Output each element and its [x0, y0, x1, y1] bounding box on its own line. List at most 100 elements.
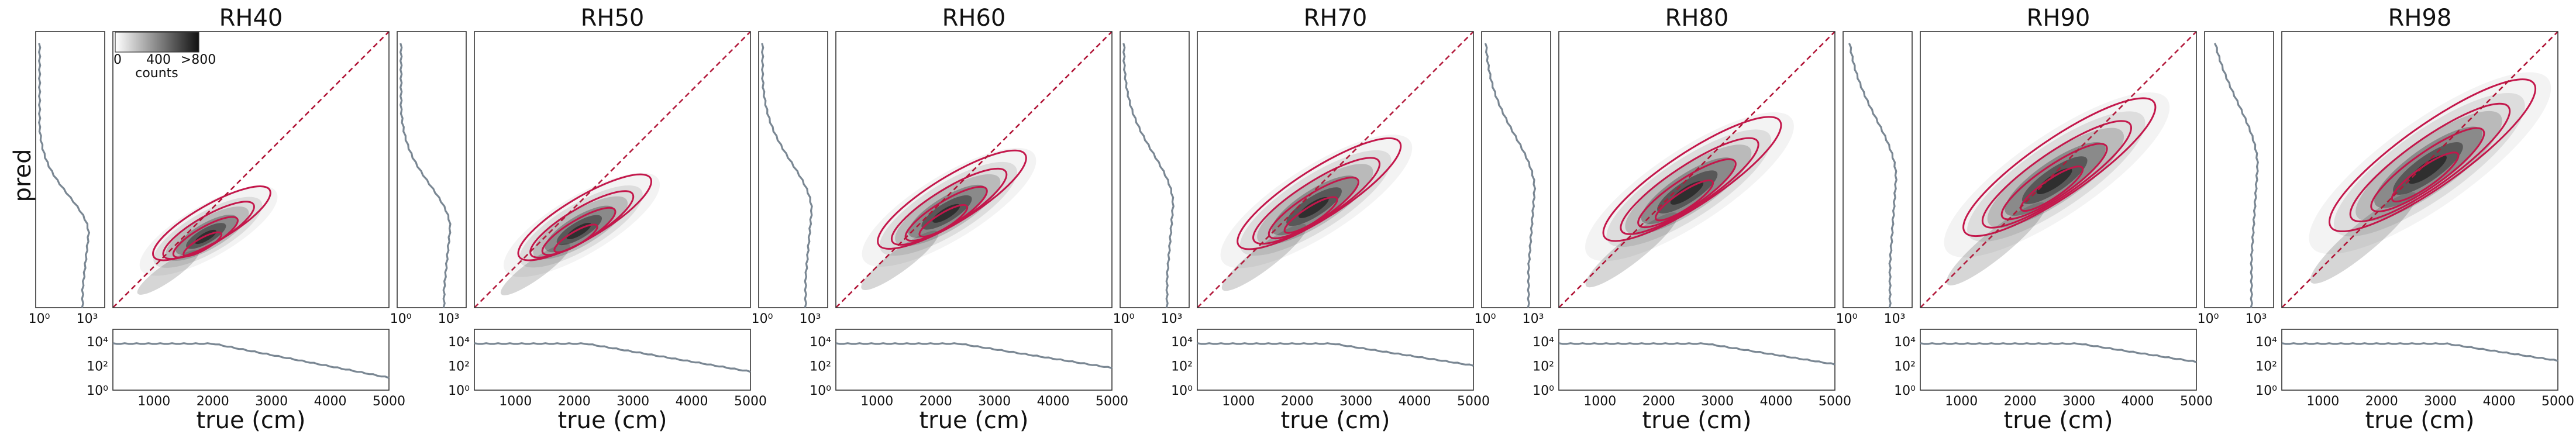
bottom-y-tick: 10⁰ — [1532, 384, 1554, 398]
panel-rh80: RH80 10⁰ 10³ 10⁴ 10² 10⁰ 1000 2000 3000 4000 5000 t… — [1475, 5, 1851, 434]
side-axes-frame — [1843, 31, 1913, 308]
identity-line — [1197, 31, 1474, 308]
side-axes-frame — [35, 31, 105, 308]
density-layer — [2036, 168, 2072, 195]
side-x-tick: 10⁰ — [1113, 312, 1135, 326]
bottom-x-tick: 5000 — [2180, 394, 2213, 409]
bottom-x-tick: 1000 — [137, 394, 170, 409]
panel-title: RH70 — [1304, 5, 1368, 32]
true-histogram: 10⁴ 10² 10⁰ 1000 2000 3000 4000 5000 true (cm) — [87, 329, 405, 434]
density-tail — [137, 250, 199, 295]
density-heatmap — [1944, 92, 2170, 285]
bottom-y-tick: 10⁰ — [1171, 384, 1193, 398]
bottom-axes-frame — [474, 329, 751, 391]
bottom-x-tick: 2000 — [2004, 394, 2037, 409]
true-histogram-line — [2281, 342, 2558, 362]
side-axes-frame — [758, 31, 828, 308]
bottom-y-tick: 10⁰ — [2255, 384, 2277, 398]
colorbar-tick-1: 400 — [146, 53, 171, 67]
pred-histogram-line — [38, 43, 91, 308]
panel-title: RH50 — [581, 5, 645, 32]
bottom-axes-frame — [2281, 329, 2558, 391]
bottom-x-tick: 2000 — [919, 394, 952, 409]
bottom-x-tick: 4000 — [1399, 394, 1431, 409]
contour-line — [1962, 97, 2157, 237]
side-x-tick: 10⁰ — [29, 312, 50, 326]
identity-line — [112, 31, 390, 308]
side-x-tick: 10³ — [1884, 312, 1906, 326]
density-tail — [2310, 192, 2417, 284]
density-heatmap — [1585, 112, 1794, 288]
bottom-x-tick: 3000 — [255, 394, 288, 409]
side-axes-frame — [1120, 31, 1190, 308]
density-tail — [1221, 223, 1307, 291]
density-heatmap — [861, 147, 1036, 290]
contour-line — [182, 231, 223, 257]
bottom-x-tick: 3000 — [2424, 394, 2457, 409]
bottom-x-tick: 2000 — [558, 394, 591, 409]
true-histogram: 10⁴ 10² 10⁰ 1000 2000 3000 4000 5000 true (cm) — [448, 329, 767, 434]
bottom-x-tick: 3000 — [1701, 394, 1734, 409]
density-contours — [1237, 137, 1402, 250]
contour-line — [2349, 102, 2511, 223]
bottom-y-tick: 10⁴ — [1171, 335, 1193, 350]
bottom-x-tick: 3000 — [1339, 394, 1372, 409]
side-x-tick: 10³ — [1523, 312, 1544, 326]
pred-histogram: 10⁰ 10³ — [29, 31, 105, 326]
pred-histogram-line — [1122, 43, 1175, 308]
panel-title: RH80 — [1665, 5, 1729, 32]
bottom-y-tick: 10² — [1171, 359, 1193, 374]
contour-line — [1981, 120, 2133, 229]
pred-axis-label: pred — [9, 149, 36, 202]
density-layer — [1298, 197, 1329, 218]
bottom-x-tick: 5000 — [1819, 394, 1851, 409]
x-axis-label: true (cm) — [197, 407, 306, 434]
true-histogram-line — [1558, 342, 1835, 366]
side-x-tick: 10³ — [77, 312, 98, 326]
x-axis-label: true (cm) — [919, 407, 1029, 434]
bottom-x-tick: 4000 — [1760, 394, 1793, 409]
bottom-x-tick: 1000 — [499, 394, 532, 409]
contour-line — [553, 223, 598, 253]
identity-line — [835, 31, 1113, 308]
bottom-axes-frame — [112, 329, 390, 391]
bottom-y-tick: 10⁴ — [87, 335, 108, 350]
panel-title: RH60 — [942, 5, 1006, 32]
density-tail — [861, 230, 939, 290]
true-histogram-line — [1197, 342, 1474, 367]
panel-rh90: RH90 10⁰ 10³ 10⁴ 10² 10⁰ 1000 2000 3000 4000 5000 t… — [1836, 5, 2213, 434]
panel-rh70: RH70 10⁰ 10³ 10⁴ 10² 10⁰ 1000 2000 3000 4000 5000 t… — [1113, 5, 1490, 434]
true-histogram: 10⁴ 10² 10⁰ 1000 2000 3000 4000 5000 true (cm) — [1532, 329, 1851, 434]
side-axes-frame — [1481, 31, 1551, 308]
pred-histogram-line — [1484, 43, 1537, 308]
side-x-tick: 10⁰ — [1836, 312, 1858, 326]
main-axes-frame — [474, 31, 751, 308]
pred-histogram-line — [2213, 43, 2259, 308]
bottom-y-tick: 10⁰ — [810, 384, 831, 398]
density-contours — [1602, 116, 1782, 242]
pred-histogram-line — [1848, 43, 1897, 308]
bottom-x-tick: 5000 — [734, 394, 767, 409]
bottom-x-tick: 1000 — [1222, 394, 1255, 409]
bottom-axes-frame — [835, 329, 1113, 391]
side-x-tick: 10³ — [1161, 312, 1183, 326]
panel-title: RH98 — [2388, 5, 2452, 32]
main-axes-frame — [1197, 31, 1474, 308]
true-histogram: 10⁴ 10² 10⁰ 1000 2000 3000 4000 5000 true (cm) — [810, 329, 1128, 434]
panel-title: RH90 — [2027, 5, 2091, 32]
contour-line — [1637, 158, 1737, 229]
density-contours — [877, 149, 1027, 250]
colorbar-tick-2: >800 — [181, 53, 216, 67]
bottom-x-tick: 5000 — [1096, 394, 1128, 409]
true-histogram-line — [474, 342, 751, 373]
panel-rh50: RH50 10⁰ 10³ 10⁴ 10² 10⁰ 1000 2000 3000 4000 5000 t… — [390, 5, 767, 434]
bottom-x-tick: 3000 — [617, 394, 649, 409]
true-histogram: 10⁴ 10² 10⁰ 1000 2000 3000 4000 5000 true (cm) — [1171, 329, 1490, 434]
bottom-y-tick: 10² — [448, 359, 470, 374]
bottom-x-tick: 4000 — [1037, 394, 1070, 409]
bottom-x-tick: 1000 — [1583, 394, 1616, 409]
bottom-axes-frame — [1920, 329, 2197, 391]
bottom-x-tick: 4000 — [2122, 394, 2154, 409]
bottom-y-tick: 10⁴ — [1532, 335, 1554, 350]
